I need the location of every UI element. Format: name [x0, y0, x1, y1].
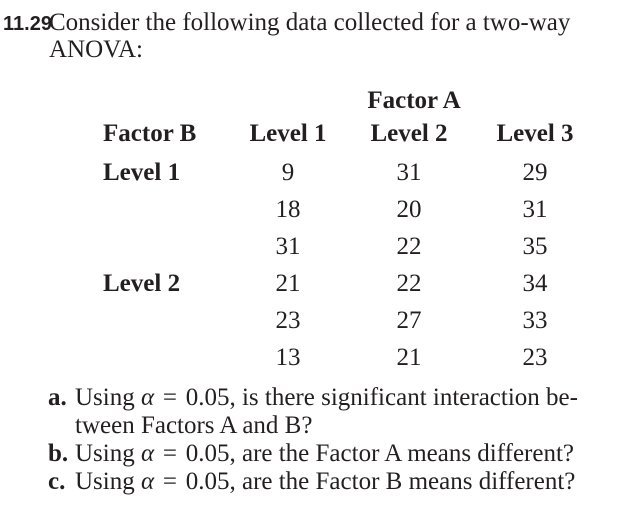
question-b-label: b.: [48, 440, 69, 467]
table-cell: 9: [281, 159, 295, 186]
problem-header: 11.29 Consider the following data collec…: [0, 0, 623, 63]
table-cell: 13: [275, 344, 301, 371]
question-c-label: c.: [48, 468, 66, 495]
question-b-line-1: Using α = 0.05, are the Factor A means d…: [75, 440, 623, 468]
question-b: b. Using α = 0.05, are the Factor A mean…: [48, 440, 623, 468]
table-cell: 20: [396, 196, 422, 223]
row-label-level-1: Level 1: [103, 159, 181, 186]
table-group-header-factor-a: Factor A: [367, 87, 461, 114]
question-a-label: a.: [48, 384, 67, 411]
question-a: a. Using α = 0.05, is there significant …: [48, 384, 623, 440]
table-cell: 23: [275, 307, 301, 334]
question-a-line-1: Using α = 0.05, is there significant int…: [75, 384, 623, 412]
question-c-line-1: Using α = 0.05, are the Factor B means d…: [75, 468, 623, 496]
statement-line-2: ANOVA:: [49, 36, 143, 63]
table-cell: 21: [275, 270, 301, 297]
anova-data-table: Factor A Factor B Level 1 Level 2 Level …: [103, 85, 623, 379]
table-cell: 29: [522, 159, 548, 186]
question-list: a. Using α = 0.05, is there significant …: [0, 384, 623, 496]
column-header-level-1: Level 1: [249, 120, 327, 147]
question-b-post: 0.05, are the Factor A means different?: [185, 440, 575, 467]
table-cell: 35: [522, 233, 548, 260]
question-a-post: 0.05, is there significant interaction b…: [185, 384, 578, 411]
question-a-line-2: tween Factors A and B?: [75, 412, 313, 439]
table-cell: 31: [522, 196, 548, 223]
table-cell: 34: [522, 270, 548, 297]
problem-statement: Consider the following data collected fo…: [49, 9, 623, 63]
table-cell: 23: [522, 344, 548, 371]
question-c-post: 0.05, are the Factor B means different?: [185, 468, 576, 495]
alpha-symbol: α: [140, 468, 155, 495]
spanner-spacer: [103, 85, 228, 118]
statement-line-1: Consider the following data collected fo…: [49, 9, 571, 36]
table-cell: 27: [396, 307, 422, 334]
problem-number: 11.29: [3, 13, 52, 35]
question-c: c. Using α = 0.05, are the Factor B mean…: [48, 468, 623, 496]
equals-sign: =: [162, 440, 177, 467]
alpha-symbol: α: [140, 384, 155, 411]
equals-sign: =: [162, 468, 177, 495]
equals-sign: =: [162, 384, 177, 411]
table-cell: 21: [396, 344, 422, 371]
table-cell: 22: [396, 270, 422, 297]
question-a-pre: Using: [75, 384, 135, 411]
table-cell: 31: [396, 159, 422, 186]
table-cell: 22: [396, 233, 422, 260]
row-label-spacer: [103, 342, 228, 379]
column-header-factor-b: Factor B: [103, 120, 197, 147]
row-label-spacer: [103, 194, 228, 231]
row-label-spacer: [103, 231, 228, 268]
row-label-spacer: [103, 305, 228, 342]
row-label-level-2: Level 2: [103, 270, 181, 297]
table-cell: 18: [275, 196, 301, 223]
table-cell: 31: [275, 233, 301, 260]
column-header-level-2: Level 2: [370, 120, 448, 147]
question-b-pre: Using: [75, 440, 135, 467]
question-c-pre: Using: [75, 468, 135, 495]
column-header-level-3: Level 3: [496, 120, 574, 147]
table-cell: 33: [522, 307, 548, 334]
alpha-symbol: α: [140, 440, 155, 467]
